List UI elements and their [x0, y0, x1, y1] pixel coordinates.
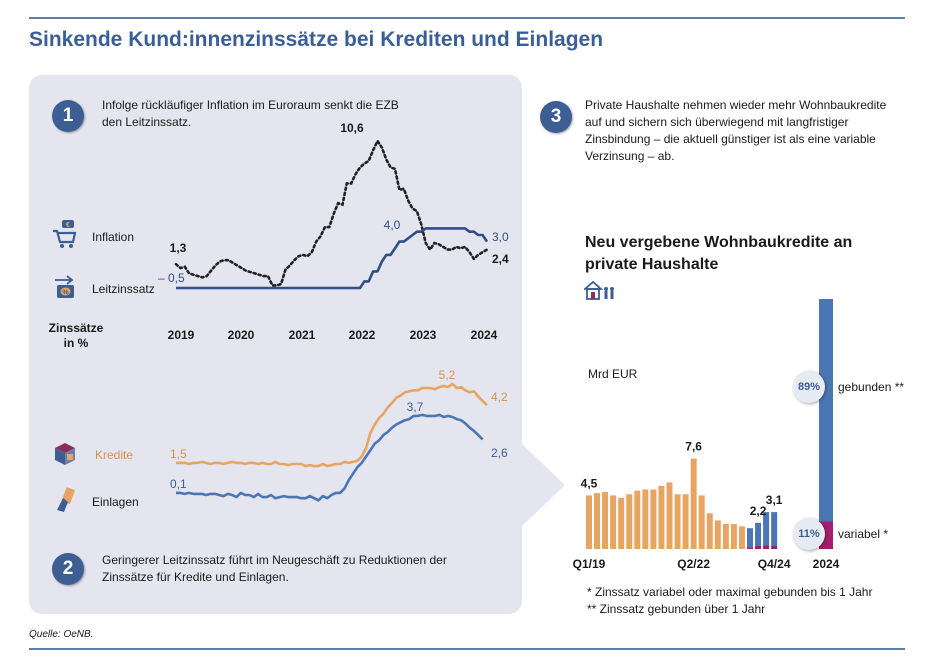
panel-pointer — [521, 443, 565, 527]
source-note: Quelle: OeNB. — [29, 629, 94, 640]
bar-gebunden-Q1/24 — [747, 528, 753, 548]
annotation-einlagen-start: 0,1 — [170, 477, 187, 491]
bar-gebunden-Q1/21 — [650, 489, 657, 549]
step-badge-2: 2 — [52, 553, 84, 585]
annotation-inflation-peak: 10,6 — [340, 121, 364, 135]
annotation-inflation-start: 1,3 — [170, 241, 187, 255]
bar-gebunden-Q4/22 — [706, 513, 713, 549]
bar-x-tick-Q2/22: Q2/22 — [677, 557, 710, 571]
annotation-einlagen-end: 2,6 — [491, 446, 508, 460]
bar-gebunden-Q4/21 — [674, 494, 681, 549]
bar-variabel-Q4/24 — [771, 546, 778, 549]
bar-label-Q4/24: 3,1 — [766, 493, 783, 507]
x-tick-2022: 2022 — [349, 328, 376, 342]
bar-gebunden-Q4/24 — [771, 512, 778, 546]
bar-x-tick-Q4/24: Q4/24 — [758, 557, 791, 571]
gebunden-share-badge: 89% — [793, 371, 825, 403]
annotation-leitzins-end: 3,0 — [492, 230, 509, 244]
step-text-1: Infolge rückläufiger Inflation im Eurora… — [102, 98, 399, 129]
bar-label-Q2/22: 7,6 — [685, 440, 702, 454]
bar-gebunden-Q4/20 — [642, 489, 649, 549]
variabel-label: variabel * — [838, 527, 889, 541]
einlagen-line — [176, 413, 484, 502]
bar-gebunden-Q3/24 — [763, 512, 770, 546]
annotation-leitzins-start: – 0,5 — [158, 271, 185, 285]
svg-text:€: € — [66, 222, 70, 229]
x-tick-2019: 2019 — [168, 328, 195, 342]
annotation-inflation-end: 2,4 — [492, 252, 509, 266]
bar-gebunden-Q3/19 — [602, 491, 609, 549]
x-tick-2021: 2021 — [289, 328, 316, 342]
annotation-kredite-end: 4,2 — [491, 390, 508, 404]
bar-2024-gebunden — [819, 299, 833, 522]
x-tick-2020: 2020 — [228, 328, 255, 342]
bar-gebunden-Q2/22 — [690, 458, 697, 549]
step-badge-3: 3 — [540, 101, 572, 133]
kredite-line — [176, 382, 488, 468]
piggy-bank-icon: % — [55, 275, 74, 298]
inflation-line — [174, 138, 489, 287]
bar-gebunden-Q3/21 — [666, 482, 673, 549]
step-text-3: Private Haushalte nehmen wieder mehr Woh… — [585, 98, 887, 163]
footnote-1: * Zinssatz variabel oder maximal gebunde… — [587, 585, 873, 599]
bar-gebunden-Q3/23 — [730, 524, 737, 549]
leitzins-line — [176, 227, 489, 290]
left-panel — [29, 75, 522, 614]
x-tick-2023: 2023 — [410, 328, 437, 342]
footnote-2: ** Zinssatz gebunden über 1 Jahr — [587, 602, 766, 616]
bar-gebunden-Q2/19 — [594, 493, 601, 549]
bar-x-tick-2024: 2024 — [813, 557, 840, 571]
credit-box-icon — [55, 443, 75, 465]
bar-gebunden-Q1/20 — [618, 497, 625, 549]
unit-label: Zinssätze in % — [48, 321, 104, 350]
page-title: Sinkende Kund:innenzinssätze bei Kredite… — [29, 28, 604, 51]
legend-inflation: Inflation — [92, 230, 135, 244]
legend-leitzins: Leitzinssatz — [92, 282, 155, 296]
house-family-icon — [584, 280, 614, 300]
gebunden-label: gebunden ** — [838, 380, 905, 394]
bar-gebunden-Q4/23 — [738, 526, 745, 549]
deposit-hand-icon — [57, 487, 75, 512]
annotation-leitzins-peak: 4,0 — [384, 218, 401, 232]
step-badge-1: 1 — [52, 100, 84, 132]
bar-variabel-Q1/24 — [747, 547, 753, 549]
bar-label-Q2/24: 2,2 — [750, 504, 767, 518]
bar-gebunden-Q4/19 — [610, 495, 617, 549]
bar-gebunden-Q1/23 — [714, 520, 721, 549]
annotation-kredite-peak: 5,2 — [439, 368, 456, 382]
bar-variabel-Q2/24 — [755, 546, 762, 549]
bar-label-Q1/19: 4,5 — [581, 476, 598, 490]
bar-variabel-Q3/24 — [763, 545, 770, 549]
bottom-rule — [29, 648, 905, 650]
bar-gebunden-Q3/22 — [698, 495, 705, 549]
bar-chart-title: Neu vergebene Wohnbaukredite an private … — [585, 234, 853, 273]
bar-gebunden-Q1/19 — [586, 495, 592, 549]
bar-gebunden-Q1/22 — [682, 494, 689, 549]
bar-gebunden-Q2/24 — [755, 522, 762, 546]
svg-text:%: % — [62, 290, 69, 297]
shopping-cart-icon: € — [53, 220, 77, 248]
top-rule — [29, 17, 905, 19]
legend-kredite: Kredite — [95, 448, 134, 462]
bar-gebunden-Q2/23 — [722, 524, 729, 549]
annotation-kredite-start: 1,5 — [170, 447, 187, 461]
annotation-einlagen-peak: 3,7 — [407, 400, 424, 414]
bar-x-tick-Q1/19: Q1/19 — [573, 557, 606, 571]
bar-gebunden-Q3/20 — [634, 490, 641, 549]
variabel-share-badge: 11% — [793, 518, 825, 550]
bar-gebunden-Q2/20 — [626, 494, 633, 549]
bar-gebunden-Q2/21 — [658, 485, 665, 549]
step-text-2: Geringerer Leitzinssatz führt im Neugesc… — [102, 553, 447, 584]
x-tick-2024: 2024 — [471, 328, 498, 342]
legend-einlagen: Einlagen — [92, 495, 139, 509]
bar-unit: Mrd EUR — [588, 367, 638, 381]
